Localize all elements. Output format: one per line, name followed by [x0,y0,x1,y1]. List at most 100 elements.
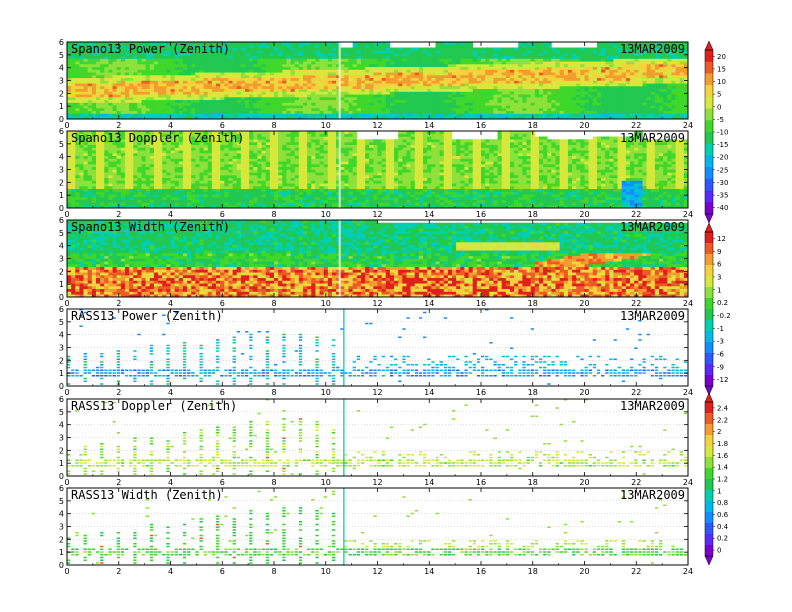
heatmap-cell [71,113,76,117]
heatmap-cell [145,186,151,190]
heatmap-cell [509,50,515,54]
heatmap-cell [377,94,382,98]
heatmap-cell [274,55,279,59]
heatmap-cell [534,99,540,103]
heatmap-cell [153,50,159,54]
heatmap-cell [340,97,345,101]
heatmap-cell [617,80,623,84]
heatmap-cell [526,42,531,46]
heatmap-cell [605,44,610,48]
heatmap-cell [464,44,469,48]
heatmap-cell [124,66,130,70]
heatmap-cell [319,44,324,48]
heatmap-cell [617,55,623,59]
heatmap-cell [443,80,449,84]
heatmap-cell [149,69,155,73]
heatmap-cell [369,80,374,84]
heatmap-cell [625,116,631,120]
heatmap-cell [468,105,474,109]
heatmap-cell [356,99,362,103]
heatmap-cell [75,142,80,146]
heatmap-cell [580,99,585,103]
heatmap-cell [638,72,643,76]
heatmap-cell [129,183,134,187]
heatmap-cell [170,83,175,87]
heatmap-cell [675,94,681,98]
heatmap-cell [240,47,246,51]
heatmap-cell [83,188,88,192]
heatmap-cell [646,99,652,103]
heatmap-cell [199,42,204,46]
heatmap-cell [153,144,159,148]
heatmap-cell [646,102,652,106]
heatmap-cell [663,113,668,117]
heatmap-cell [274,91,279,95]
heatmap-cell [331,42,337,46]
heatmap-cell [124,169,130,173]
heatmap-cell [149,131,155,135]
heatmap-cell [83,108,88,112]
heatmap-cell [100,94,105,98]
heatmap-cell [381,66,387,70]
heatmap-cell [423,50,428,54]
heatmap-cell [601,55,606,59]
heatmap-cell [481,94,486,98]
heatmap-cell [133,102,138,106]
heatmap-cell [199,47,204,51]
heatmap-cell [129,144,134,148]
heatmap-cell [452,83,457,87]
heatmap-cell [261,99,267,103]
heatmap-cell [158,161,163,165]
heatmap-cell [187,75,192,79]
heatmap-cell [87,136,93,140]
heatmap-cell [120,99,126,103]
heatmap-cell [609,97,614,101]
heatmap-cell [100,75,105,79]
heatmap-cell [414,75,420,79]
heatmap-cell [187,99,192,103]
heatmap-cell [609,94,614,98]
heatmap-cell [497,83,502,87]
heatmap-cell [236,80,242,84]
heatmap-cell [530,50,536,54]
heatmap-cell [83,88,88,92]
heatmap-cell [67,155,72,159]
heatmap-cell [278,44,283,48]
heatmap-cell [269,77,275,81]
heatmap-cell [625,50,631,54]
heatmap-cell [567,88,573,92]
heatmap-cell [497,97,502,101]
heatmap-cell [534,88,540,92]
heatmap-cell [596,53,602,57]
heatmap-cell [547,75,552,79]
x-tick-label: 14 [424,121,434,130]
heatmap-cell [257,58,262,62]
heatmap-cell [211,88,217,92]
heatmap-cell [253,80,258,84]
heatmap-cell [162,183,167,187]
heatmap-cell [79,180,84,184]
heatmap-cell [559,110,565,114]
heatmap-cell [245,75,250,79]
heatmap-cell [476,110,482,114]
heatmap-cell [659,86,664,90]
heatmap-cell [91,191,97,195]
heatmap-cell [104,80,109,84]
heatmap-cell [67,58,72,62]
heatmap-cell [398,72,403,76]
heatmap-cell [91,142,97,146]
heatmap-cell [302,91,308,95]
heatmap-cell [373,53,378,57]
heatmap-cell [124,133,130,137]
heatmap-cell [576,77,581,81]
heatmap-cell [464,66,469,70]
heatmap-cell [381,64,387,68]
heatmap-cell [71,186,76,190]
heatmap-cell [104,88,109,92]
heatmap-cell [435,102,440,106]
heatmap-cell [476,77,482,81]
heatmap-cell [522,61,527,65]
heatmap-cell [563,116,569,120]
heatmap-cell [331,83,337,87]
heatmap-cell [294,72,300,76]
